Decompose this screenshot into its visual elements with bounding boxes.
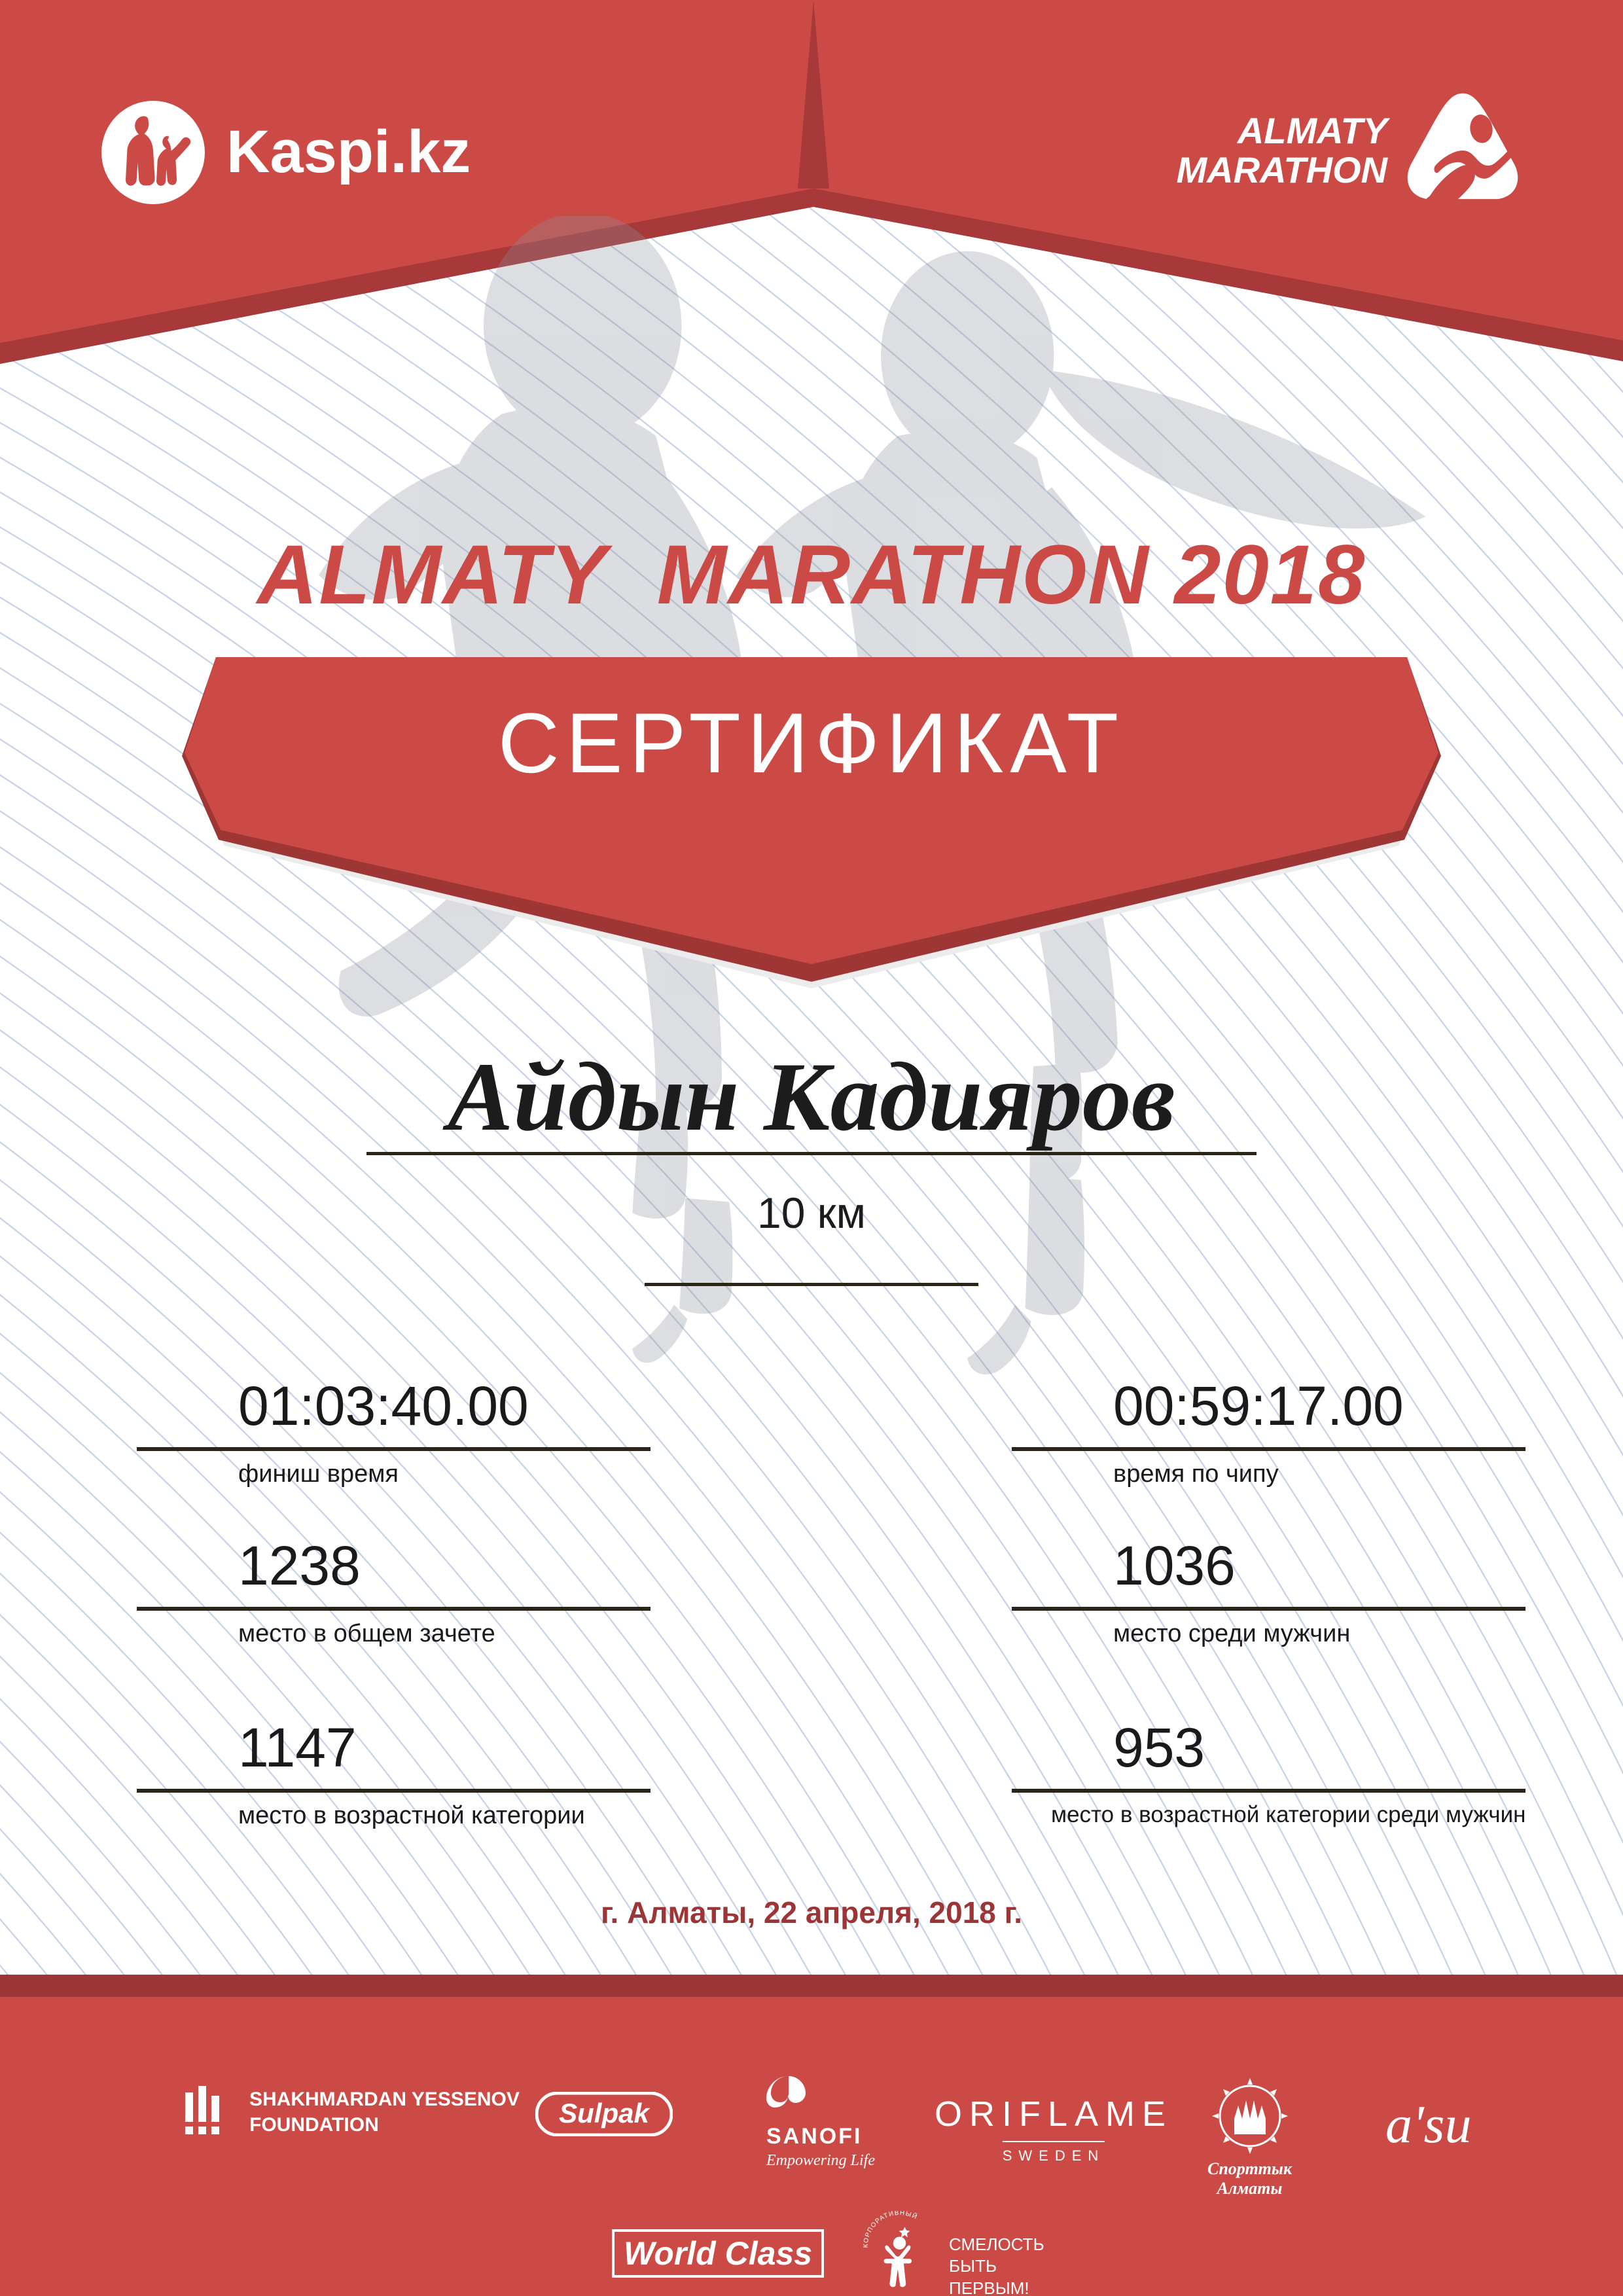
svg-text:Sulpak: Sulpak: [559, 2098, 651, 2128]
svg-text:КОРПОРАТИВНЫЙ ФОНД: КОРПОРАТИВНЫЙ ФОНД: [862, 2211, 919, 2248]
